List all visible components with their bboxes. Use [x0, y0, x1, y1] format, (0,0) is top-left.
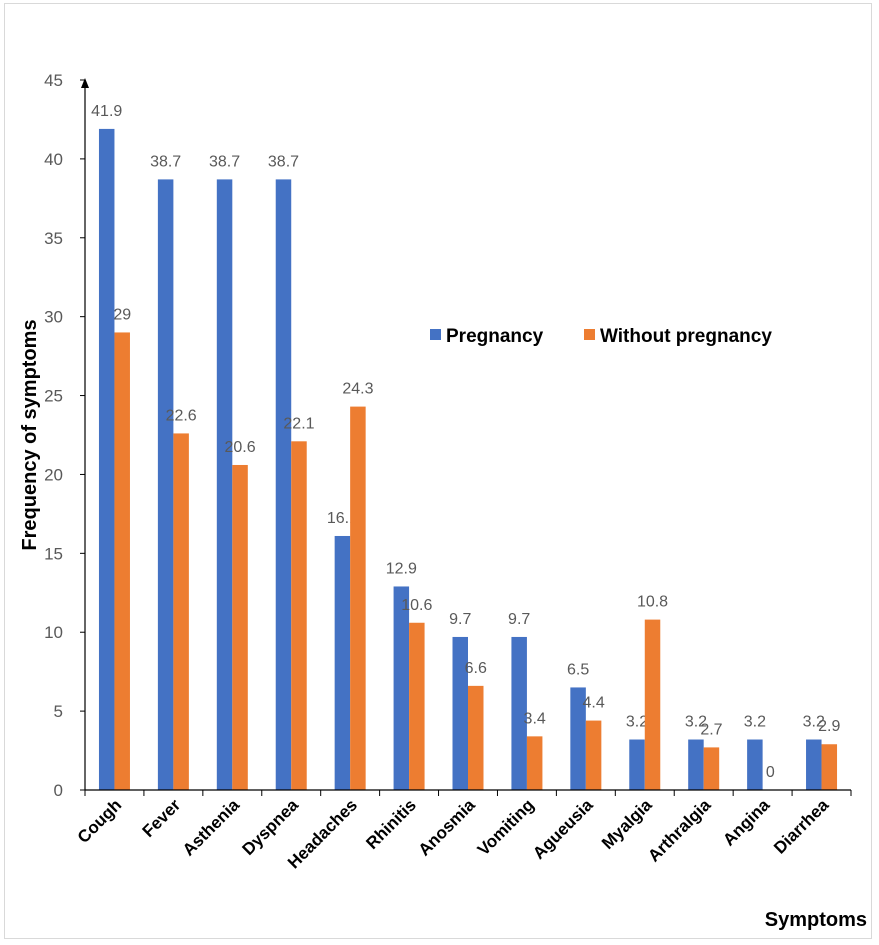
data-label-without-pregnancy-angina: 0 — [766, 764, 775, 781]
bar-pregnancy-diarrhea — [806, 739, 822, 790]
data-label-without-pregnancy-dyspnea: 22.1 — [283, 415, 314, 432]
bar-pregnancy-dyspnea — [275, 179, 292, 790]
data-label-without-pregnancy-rhinitis: 10.6 — [401, 597, 432, 614]
bar-without-pregnancy-headaches — [350, 406, 366, 790]
data-label-without-pregnancy-arthralgia: 2.7 — [700, 721, 722, 738]
data-label-pregnancy-angina: 3.2 — [744, 714, 766, 731]
data-label-pregnancy-arthralgia: 3.2 — [685, 714, 707, 731]
y-tick-label-9: 45 — [44, 71, 63, 90]
data-label-without-pregnancy-agueusia: 4.4 — [582, 695, 604, 712]
legend-label-without-pregnancy: Without pregnancy — [600, 326, 772, 347]
y-tick-label-4: 20 — [44, 465, 63, 484]
y-tick-label-3: 15 — [44, 544, 63, 563]
y-tick-label-1: 5 — [54, 702, 63, 721]
data-label-pregnancy-anosmia: 9.7 — [449, 611, 471, 628]
data-label-pregnancy-fever: 38.7 — [150, 153, 181, 170]
y-tick-label-2: 10 — [44, 623, 63, 642]
bar-without-pregnancy-cough — [114, 332, 130, 790]
y-tick-label-0: 0 — [54, 781, 63, 800]
legend-swatch-without-pregnancy — [584, 329, 595, 340]
y-axis-arrow — [81, 78, 89, 88]
data-label-without-pregnancy-headaches: 24.3 — [342, 381, 373, 398]
x-axis-title: Symptoms — [765, 909, 867, 931]
data-label-pregnancy-rhinitis: 12.9 — [386, 560, 417, 577]
bar-pregnancy-myalgia — [629, 739, 645, 790]
bar-pregnancy-headaches — [334, 535, 351, 790]
data-label-without-pregnancy-diarrhea: 2.9 — [818, 718, 840, 735]
data-label-pregnancy-diarrhea: 3.2 — [803, 714, 825, 731]
data-label-pregnancy-myalgia: 3.2 — [626, 714, 648, 731]
category-label-cough: Cough — [74, 795, 125, 846]
y-tick-label-5: 25 — [44, 387, 63, 406]
category-label-rhinitis: Rhinitis — [362, 795, 420, 853]
bar-without-pregnancy-myalgia — [644, 619, 661, 790]
bar-pregnancy-vomiting — [511, 636, 527, 790]
data-label-without-pregnancy-vomiting: 3.4 — [524, 710, 546, 727]
bar-without-pregnancy-anosmia — [468, 685, 484, 790]
bar-pregnancy-anosmia — [452, 636, 468, 790]
category-label-asthenia: Asthenia — [179, 795, 244, 860]
bar-without-pregnancy-arthralgia — [703, 747, 720, 790]
category-label-arthralgia: Arthralgia — [644, 795, 715, 866]
bar-pregnancy-rhinitis — [393, 586, 410, 790]
bar-pregnancy-arthralgia — [688, 739, 704, 790]
bar-pregnancy-agueusia — [570, 687, 586, 790]
data-label-pregnancy-asthenia: 38.7 — [209, 153, 240, 170]
bar-without-pregnancy-rhinitis — [409, 622, 425, 790]
data-label-pregnancy-cough: 41.9 — [91, 103, 122, 120]
data-label-without-pregnancy-anosmia: 6.6 — [465, 660, 487, 677]
y-tick-label-7: 35 — [44, 229, 63, 248]
data-label-without-pregnancy-fever: 22.6 — [166, 407, 197, 424]
y-tick-label-6: 30 — [44, 308, 63, 327]
category-label-agueusia: Agueusia — [529, 795, 597, 863]
bar-without-pregnancy-agueusia — [585, 720, 602, 790]
legend-swatch-pregnancy — [430, 329, 441, 340]
data-label-pregnancy-agueusia: 6.5 — [567, 661, 589, 678]
bar-pregnancy-asthenia — [216, 179, 233, 790]
category-label-diarrhea: Diarrhea — [770, 795, 833, 858]
bar-without-pregnancy-fever — [173, 433, 189, 790]
bar-without-pregnancy-vomiting — [526, 736, 543, 790]
data-label-pregnancy-vomiting: 9.7 — [508, 611, 530, 628]
y-tick-label-8: 40 — [44, 150, 63, 169]
legend-label-pregnancy: Pregnancy — [446, 326, 544, 347]
bar-pregnancy-angina — [747, 739, 763, 790]
bar-pregnancy-fever — [157, 179, 174, 790]
data-label-without-pregnancy-cough: 29 — [113, 306, 131, 323]
bar-without-pregnancy-asthenia — [232, 464, 248, 790]
bar-without-pregnancy-dyspnea — [291, 441, 307, 790]
category-label-angina: Angina — [719, 795, 774, 850]
bar-without-pregnancy-diarrhea — [821, 744, 838, 790]
chart-frame — [4, 3, 872, 939]
data-label-without-pregnancy-myalgia: 10.8 — [637, 594, 668, 611]
bar-pregnancy-cough — [98, 128, 115, 790]
category-label-fever: Fever — [139, 795, 185, 841]
data-label-without-pregnancy-asthenia: 20.6 — [224, 439, 255, 456]
category-label-anosmia: Anosmia — [415, 795, 480, 860]
data-label-pregnancy-dyspnea: 38.7 — [268, 153, 299, 170]
category-label-myalgia: Myalgia — [598, 795, 656, 853]
y-axis-title: Frequency of symptoms — [19, 319, 41, 550]
